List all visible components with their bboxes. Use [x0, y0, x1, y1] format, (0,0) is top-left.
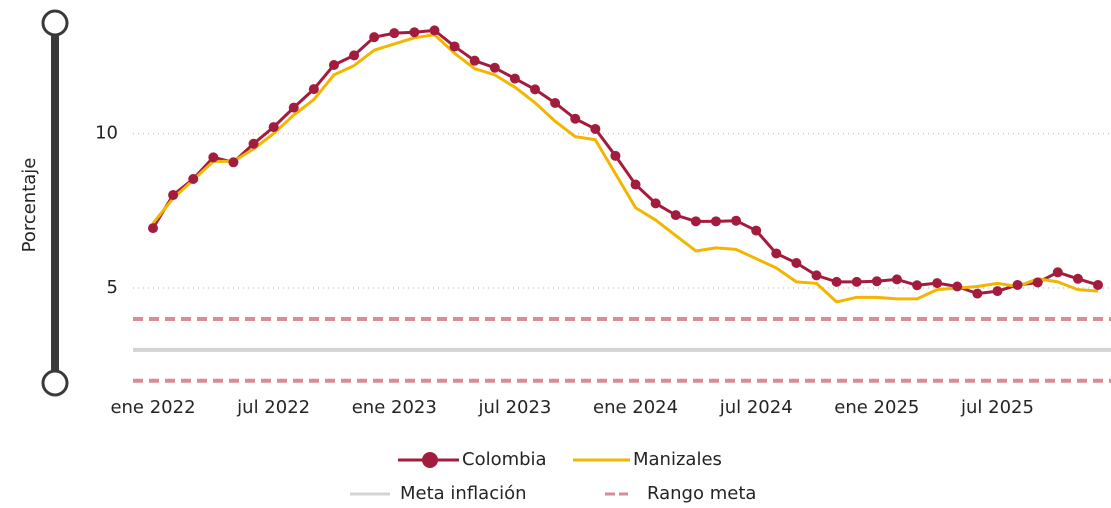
data-point	[570, 113, 581, 124]
data-point	[710, 216, 721, 227]
legend-label: Rango meta	[647, 483, 756, 504]
legend-label: Colombia	[462, 449, 547, 470]
x-tick-label: jul 2024	[719, 397, 793, 418]
data-point	[369, 32, 380, 43]
data-point	[1072, 273, 1083, 284]
x-tick-label: jul 2023	[477, 397, 551, 418]
slider-handle[interactable]	[41, 9, 69, 37]
data-point	[509, 73, 520, 84]
x-tick-label: ene 2023	[352, 397, 437, 418]
data-point	[328, 59, 339, 70]
data-point	[670, 210, 681, 221]
data-point	[952, 281, 963, 292]
data-point	[1093, 279, 1103, 290]
data-point	[268, 122, 279, 133]
data-point	[972, 288, 983, 299]
x-tick-label: jul 2022	[236, 397, 310, 418]
data-point	[992, 286, 1003, 297]
data-point	[630, 179, 641, 190]
data-point	[871, 276, 882, 287]
data-point	[489, 62, 500, 73]
data-point	[891, 274, 902, 285]
legend-label: Meta inflación	[400, 483, 527, 504]
data-point	[349, 50, 360, 61]
slider-handle[interactable]	[41, 369, 69, 397]
data-point	[228, 157, 239, 168]
data-point	[550, 97, 561, 108]
series-line	[151, 33, 1099, 304]
y-axis-label: Porcentaje	[19, 158, 40, 253]
data-point	[590, 123, 601, 134]
data-point	[288, 102, 299, 113]
range-slider[interactable]	[41, 9, 69, 397]
data-point	[912, 280, 923, 291]
data-point	[168, 190, 179, 201]
data-point	[731, 215, 742, 226]
data-point	[389, 28, 400, 39]
data-point	[148, 223, 158, 234]
data-point	[208, 152, 219, 163]
legend-label: Manizales	[633, 449, 722, 470]
series-line	[151, 28, 1099, 296]
data-point	[1012, 279, 1023, 290]
data-point	[188, 173, 199, 184]
data-point	[771, 248, 782, 259]
data-point	[831, 276, 842, 287]
data-point	[851, 276, 862, 287]
data-point	[751, 225, 762, 236]
data-point	[791, 258, 802, 269]
x-tick-label: jul 2025	[960, 397, 1034, 418]
data-point	[932, 278, 943, 289]
data-point	[530, 84, 541, 95]
data-point	[811, 270, 822, 281]
data-point	[610, 150, 621, 161]
data-point	[409, 27, 420, 38]
y-tick-label: 10	[95, 123, 118, 144]
data-point	[248, 138, 259, 149]
x-tick-label: ene 2024	[593, 397, 678, 418]
data-point	[308, 84, 319, 95]
x-tick-label: ene 2022	[110, 397, 195, 418]
data-point	[1032, 277, 1043, 288]
x-tick-label: ene 2025	[834, 397, 919, 418]
data-point	[650, 198, 661, 209]
y-tick-label: 5	[107, 277, 118, 298]
data-point	[469, 55, 480, 66]
legend-marker	[422, 452, 438, 468]
data-point	[1052, 267, 1063, 278]
data-point	[449, 41, 460, 52]
data-point	[690, 216, 701, 227]
data-point	[429, 25, 440, 36]
